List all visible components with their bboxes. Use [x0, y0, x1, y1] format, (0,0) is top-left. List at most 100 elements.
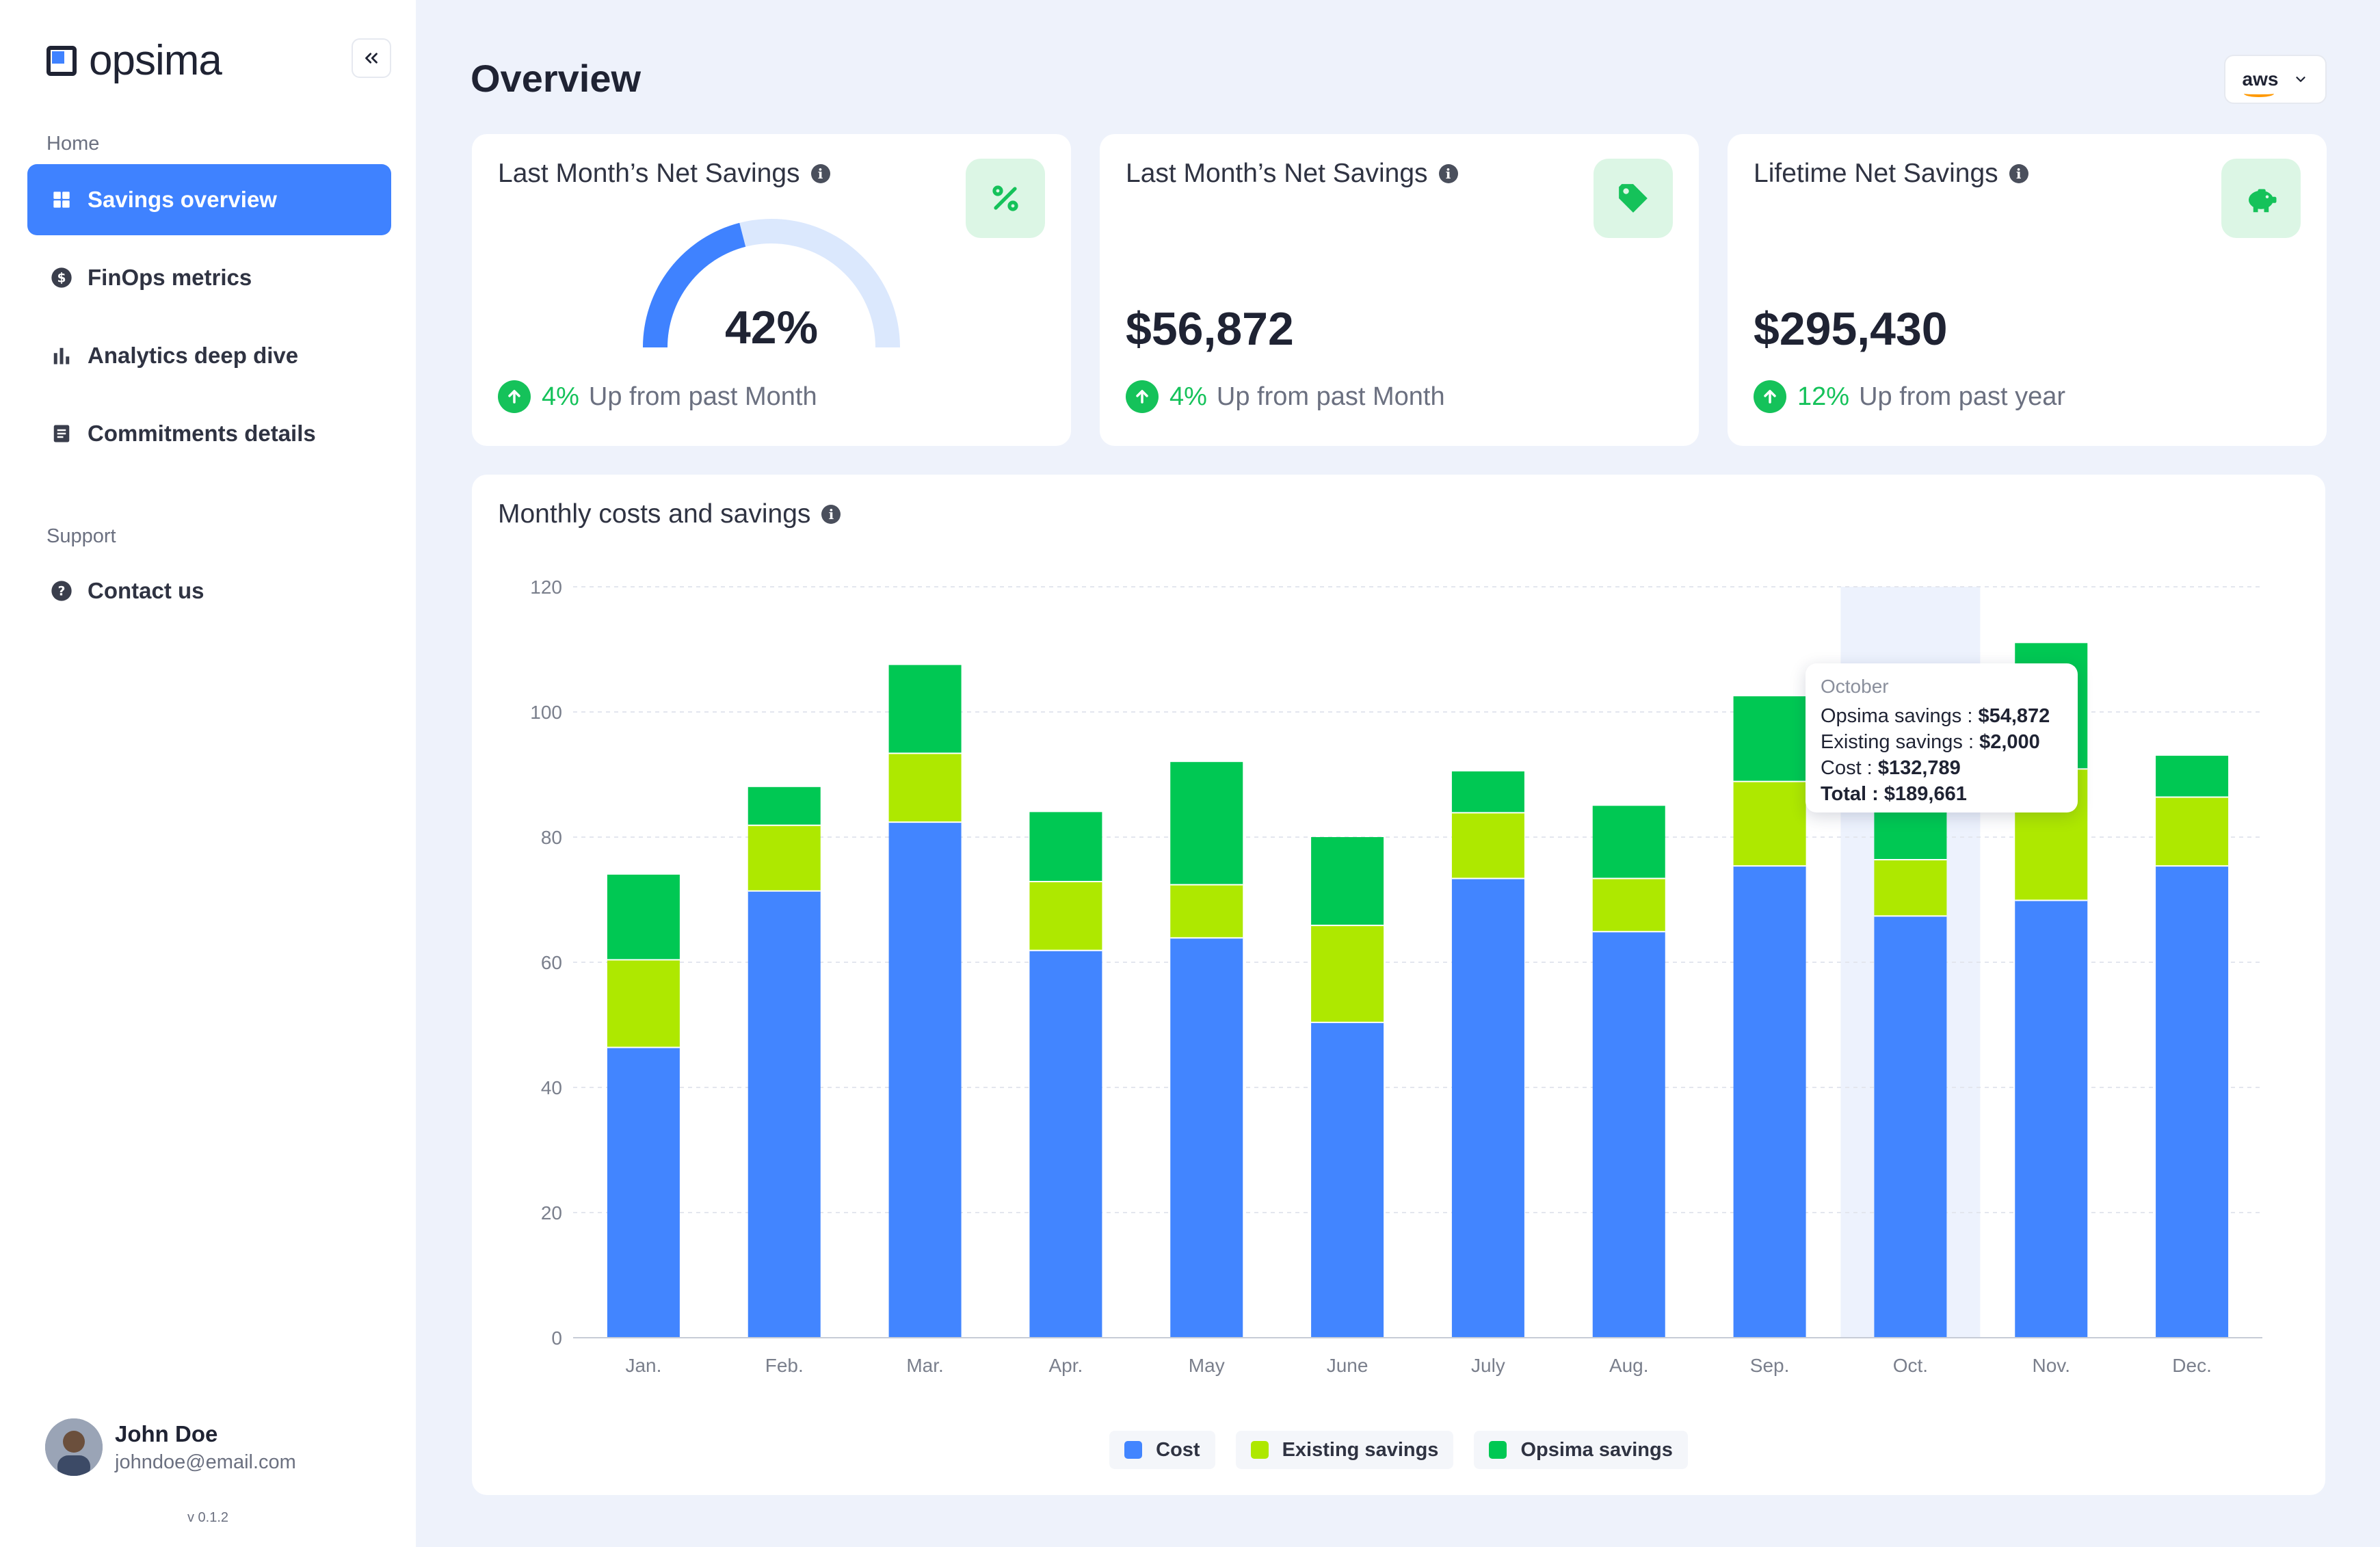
x-tick-label: May [1189, 1355, 1225, 1376]
sidebar-item-label: FinOps metrics [88, 265, 252, 290]
user-email: johndoe@email.com [115, 1451, 296, 1473]
kpi-card-last-month-percent: Last Month’s Net Savings i 42% 4% Up from… [472, 134, 1071, 446]
info-icon[interactable]: i [1438, 164, 1458, 183]
piggy-bank-icon [2221, 159, 2301, 238]
bar-opsima-savings [607, 874, 680, 960]
y-tick-label: 80 [541, 827, 562, 848]
bar-chart-icon [49, 343, 74, 368]
x-tick-label: Feb. [765, 1355, 804, 1376]
percent-icon [966, 159, 1045, 238]
bar-existing-savings [1311, 925, 1384, 1022]
tooltip-opsima-label: Opsima savings : [1821, 705, 1973, 727]
info-icon[interactable]: i [810, 164, 830, 183]
sidebar-item-label: Commitments details [88, 421, 316, 446]
tooltip-cost-label: Cost : [1821, 757, 1873, 779]
arrow-up-icon [1126, 380, 1159, 413]
page-title: Overview [471, 57, 642, 100]
double-chevron-left-icon [365, 53, 378, 64]
arrow-up-icon [1754, 380, 1786, 413]
x-tick-label: Sep. [1750, 1355, 1790, 1376]
bar-cost [2156, 865, 2229, 1338]
bar-opsima-savings [2156, 756, 2229, 797]
user-profile[interactable]: John Doe johndoe@email.com [45, 1418, 296, 1476]
bar-cost [1029, 949, 1102, 1338]
sidebar-item-savings-overview[interactable]: Savings overview [27, 164, 391, 235]
grid-icon [49, 187, 74, 212]
bar-existing-savings [748, 824, 821, 890]
help-icon: ? [49, 579, 74, 603]
bar-opsima-savings [1170, 762, 1243, 884]
arrow-up-icon [498, 380, 531, 413]
bar-existing-savings [1874, 859, 1947, 916]
sidebar-item-finops-metrics[interactable]: $ FinOps metrics [27, 242, 391, 313]
x-tick-label: Jan. [625, 1355, 661, 1376]
info-icon[interactable]: i [2009, 164, 2028, 183]
svg-text:?: ? [58, 585, 66, 599]
y-tick-label: 100 [530, 702, 562, 723]
sidebar-item-label: Savings overview [88, 187, 277, 212]
sidebar-item-contact-us[interactable]: ? Contact us [27, 555, 391, 626]
kpi-value: $295,430 [1754, 303, 1948, 355]
cloud-provider-select[interactable]: aws [2224, 55, 2327, 104]
x-tick-label: Apr. [1049, 1355, 1083, 1376]
kpi-value: $56,872 [1126, 303, 1294, 355]
aws-logo: aws [2243, 70, 2278, 97]
sidebar-item-label: Analytics deep dive [88, 343, 299, 368]
bar-existing-savings [2156, 796, 2229, 866]
document-icon [49, 421, 74, 446]
bar-opsima-savings [888, 665, 962, 753]
legend-item-existing-savings[interactable]: Existing savings [1235, 1431, 1454, 1469]
chart-title: Monthly costs and savings i [498, 499, 841, 529]
gauge-fill [643, 222, 746, 348]
bar-opsima-savings [1733, 696, 1806, 781]
tooltip-cost-value: $132,789 [1877, 757, 1961, 779]
chevron-down-icon [2296, 77, 2306, 82]
tooltip-total-label: Total : [1821, 783, 1879, 805]
sidebar-item-commitments-details[interactable]: Commitments details [27, 398, 391, 469]
y-tick-label: 40 [541, 1077, 562, 1098]
savings-gauge [643, 219, 900, 348]
svg-text:$: $ [57, 272, 66, 286]
tooltip-opsima-value: $54,872 [1978, 705, 2050, 727]
bar-existing-savings [607, 959, 680, 1047]
collapse-sidebar-button[interactable] [352, 38, 391, 78]
y-tick-label: 60 [541, 952, 562, 973]
logo-icon [47, 46, 77, 76]
bar-cost [1874, 915, 1947, 1338]
trend-indicator: 12% Up from past year [1754, 380, 2065, 413]
nav-section-home: Home [47, 133, 100, 155]
tooltip-title: October [1821, 676, 1889, 697]
trend-indicator: 4% Up from past Month [498, 380, 817, 413]
legend-item-opsima-savings[interactable]: Opsima savings [1474, 1431, 1688, 1469]
tooltip-existing-label: Existing savings : [1821, 731, 1974, 753]
kpi-card-last-month-amount: Last Month’s Net Savings i $56,872 4% Up … [1100, 134, 1699, 446]
bar-existing-savings [1029, 881, 1102, 950]
app-version: v 0.1.2 [187, 1510, 229, 1525]
info-icon[interactable]: i [821, 505, 841, 524]
bar-cost [1592, 931, 1665, 1338]
chart-legend: Cost Existing savings Opsima savings [472, 1431, 2325, 1469]
tooltip-total-value: $189,661 [1883, 783, 1967, 805]
card-title: Last Month’s Net Savings i [498, 159, 830, 189]
x-tick-label: July [1471, 1355, 1505, 1376]
x-tick-label: Aug. [1609, 1355, 1649, 1376]
sidebar-item-label: Contact us [88, 578, 204, 603]
logo[interactable]: opsima [47, 40, 222, 82]
logo-text: opsima [89, 37, 222, 84]
sidebar-item-analytics-deep-dive[interactable]: Analytics deep dive [27, 320, 391, 391]
tag-icon [1594, 159, 1673, 238]
card-title: Lifetime Net Savings i [1754, 159, 2028, 189]
tooltip-existing-value: $2,000 [1979, 731, 2040, 753]
bar-existing-savings [1592, 877, 1665, 931]
x-tick-label: Mar. [906, 1355, 943, 1376]
bar-cost [1170, 937, 1243, 1338]
trend-indicator: 4% Up from past Month [1126, 380, 1445, 413]
monthly-costs-chart: 0 20 40 60 80 100 120 Jan. Feb. Mar. Apr. May June Ju… [530, 577, 2262, 1376]
legend-swatch [1489, 1441, 1507, 1459]
legend-item-cost[interactable]: Cost [1109, 1431, 1215, 1469]
avatar [45, 1418, 103, 1476]
trend-text: Up from past year [1859, 382, 2066, 411]
bar-cost [607, 1046, 680, 1338]
bar-existing-savings [1170, 884, 1243, 938]
bar-cost [748, 890, 821, 1338]
